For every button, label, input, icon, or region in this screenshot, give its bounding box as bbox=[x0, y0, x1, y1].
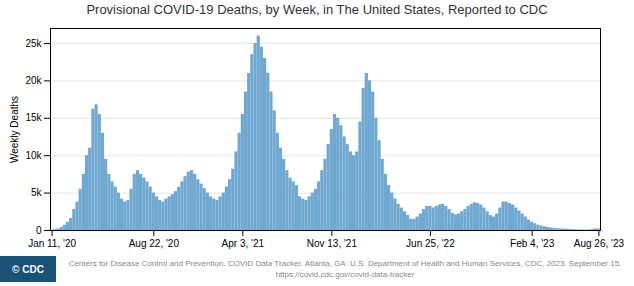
svg-text:Aug 22, '20: Aug 22, '20 bbox=[129, 238, 180, 249]
svg-text:20k: 20k bbox=[25, 75, 42, 86]
svg-text:Aug 26, '23: Aug 26, '23 bbox=[574, 238, 625, 249]
svg-text:Apr 3, '21: Apr 3, '21 bbox=[222, 238, 265, 249]
svg-text:5k: 5k bbox=[31, 187, 43, 198]
svg-text:Nov 13, '21: Nov 13, '21 bbox=[307, 238, 358, 249]
svg-text:15k: 15k bbox=[25, 112, 42, 123]
svg-text:Jun 25, '22: Jun 25, '22 bbox=[406, 238, 455, 249]
html-text:Centers for Disease Control an: Centers for Disease Control and Preventi… bbox=[68, 259, 622, 279]
svg-text:Jan 11, '20: Jan 11, '20 bbox=[28, 238, 76, 249]
html-text:Provisional COVID-19 Deaths, b: Provisional COVID-19 Deaths, by Week, in… bbox=[86, 2, 548, 17]
svg-text:Feb 4, '23: Feb 4, '23 bbox=[510, 238, 555, 249]
svg-text:0: 0 bbox=[36, 225, 42, 236]
svg-text:10k: 10k bbox=[25, 150, 42, 161]
svg-text:Weekly Deaths: Weekly Deaths bbox=[9, 96, 20, 163]
html-text:© CDC: © CDC bbox=[12, 263, 44, 275]
svg-text:25k: 25k bbox=[25, 38, 42, 49]
